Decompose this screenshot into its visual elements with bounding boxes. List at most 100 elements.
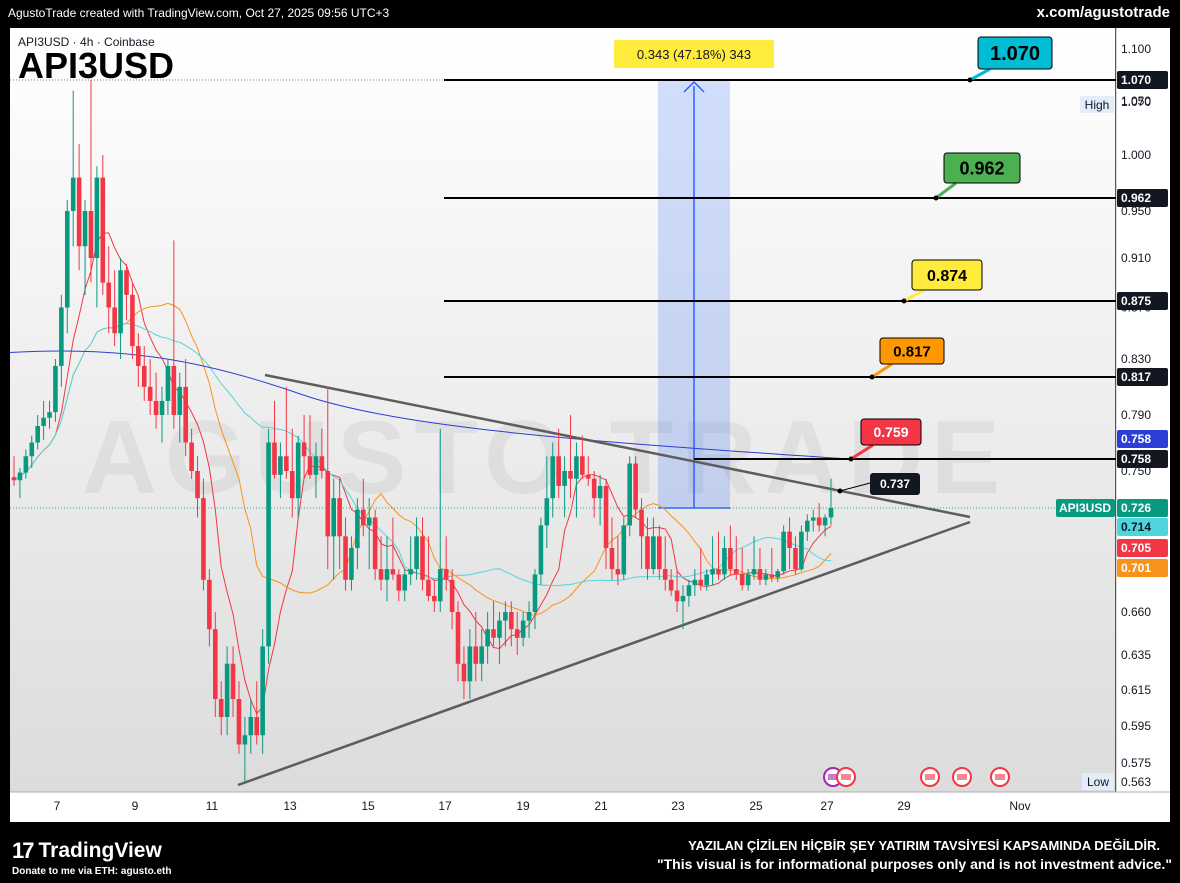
x-tick-label: 25 xyxy=(749,799,763,813)
brand-name: TradingView xyxy=(38,839,162,862)
target-callout-1-anchor xyxy=(967,77,973,83)
event-flag-icon xyxy=(828,774,838,780)
axis-tag-ma-orange-bg xyxy=(1117,559,1168,577)
candle-body xyxy=(295,442,301,499)
candle-body xyxy=(828,508,834,518)
candle-body xyxy=(402,574,408,591)
candle-body xyxy=(100,177,106,283)
candle-body xyxy=(112,307,117,334)
resistance-label: 0.737 xyxy=(880,477,910,491)
candle-body xyxy=(692,579,698,586)
candle-body xyxy=(775,571,781,578)
candle-body xyxy=(177,386,183,415)
candle-body xyxy=(437,569,443,602)
axis-tag-ma-cyan: 0.714 xyxy=(1121,520,1151,534)
triangle-upper-line xyxy=(264,373,971,519)
candle-body xyxy=(183,386,188,443)
top-bar: AgustoTrade created with TradingView.com… xyxy=(0,0,1180,28)
x-tick-label: 13 xyxy=(283,799,297,813)
author-handle[interactable]: x.com/agustotrade xyxy=(1036,4,1170,21)
y-tick-label: 1.050 xyxy=(1121,94,1151,108)
target-callout-4-pointer xyxy=(871,362,893,379)
candle-body xyxy=(503,612,508,621)
candle-body xyxy=(284,456,289,471)
candle-body xyxy=(420,536,425,580)
y-tick-label: 1.100 xyxy=(1121,42,1151,56)
candle-body xyxy=(532,574,538,612)
candle-body xyxy=(236,699,242,745)
measure-arrow-head xyxy=(683,80,705,93)
candle-body xyxy=(159,400,165,415)
x-tick-label: 17 xyxy=(438,799,452,813)
candle-body xyxy=(378,569,384,580)
candle-body xyxy=(266,442,271,647)
candle-body xyxy=(627,463,633,526)
candle-body xyxy=(544,498,550,526)
candle-body xyxy=(716,569,721,575)
candle-body xyxy=(526,612,532,621)
high-axis-value: 1.070 xyxy=(1121,95,1151,109)
candle-body xyxy=(479,646,485,664)
target-callout-2-anchor xyxy=(933,195,939,201)
symbol-tag-bg xyxy=(1056,499,1115,517)
target-callout-2-box xyxy=(943,152,1021,184)
axis-tag-current-price: 0.726 xyxy=(1121,501,1151,515)
candle-body xyxy=(47,412,52,418)
target-callout-3-pointer xyxy=(903,288,925,303)
candle-body xyxy=(130,294,135,347)
y-tick-label: 0.575 xyxy=(1121,756,1151,770)
candle-body xyxy=(313,456,319,475)
target-callout-5-text: 0.759 xyxy=(873,424,908,440)
candle-body xyxy=(739,574,745,586)
x-tick-label: 23 xyxy=(671,799,685,813)
candle-body xyxy=(106,282,112,308)
low-label: Low xyxy=(1087,775,1109,789)
candle-body xyxy=(799,531,804,570)
measure-label: 0.343 (47.18%) 343 xyxy=(637,47,751,62)
event-flag-icon xyxy=(957,774,967,780)
y-tick-label: 0.950 xyxy=(1121,204,1151,218)
candle-body xyxy=(278,456,283,475)
candle-body xyxy=(230,663,236,699)
candle-body xyxy=(662,569,668,580)
x-tick-label: 29 xyxy=(897,799,911,813)
candle-body xyxy=(722,548,727,575)
target-callout-1-pointer xyxy=(969,67,991,82)
y-tick-label: 0.910 xyxy=(1121,251,1151,265)
candle-body xyxy=(449,579,455,612)
candle-body xyxy=(473,646,479,664)
candle-body xyxy=(118,270,123,334)
axis-tag-target-3-bg xyxy=(1117,292,1168,310)
disclaimer-turkish: YAZILAN ÇİZİLEN HİÇBİR ŞEY YATIRIM TAVSİ… xyxy=(688,838,1160,853)
candle-body xyxy=(212,629,218,699)
candle-body xyxy=(124,270,129,295)
candle-body xyxy=(366,517,372,526)
candle-body xyxy=(59,307,64,366)
target-callout-3-text: 0.874 xyxy=(927,268,967,285)
candle-body xyxy=(201,498,206,580)
axis-tag-target-1: 1.070 xyxy=(1121,73,1151,87)
candle-body xyxy=(733,569,739,575)
disclaimer-english: "This visual is for informational purpos… xyxy=(656,856,1172,872)
price-axis-background xyxy=(1116,28,1170,792)
candle-body xyxy=(242,735,248,745)
candle-body xyxy=(426,579,431,596)
target-callout-1-text: 1.070 xyxy=(990,43,1040,65)
x-tick-label: 19 xyxy=(516,799,530,813)
candle-body xyxy=(674,590,680,602)
candle-body xyxy=(443,569,449,580)
candle-body xyxy=(668,579,674,591)
axis-tag-target-3: 0.875 xyxy=(1121,294,1151,308)
candle-body xyxy=(461,663,467,682)
target-callout-4-anchor xyxy=(869,374,875,380)
tradingview-brand[interactable]: 17 TradingView xyxy=(12,838,162,864)
candle-body xyxy=(94,177,100,258)
y-tick-label: 0.595 xyxy=(1121,719,1151,733)
footer: 17 TradingView Donate to me via ETH: agu… xyxy=(0,826,1180,883)
y-tick-label: 0.660 xyxy=(1121,605,1151,619)
target-callout-5-box xyxy=(860,418,922,446)
target-callout-5-anchor xyxy=(848,456,854,462)
candle-body xyxy=(11,477,17,481)
